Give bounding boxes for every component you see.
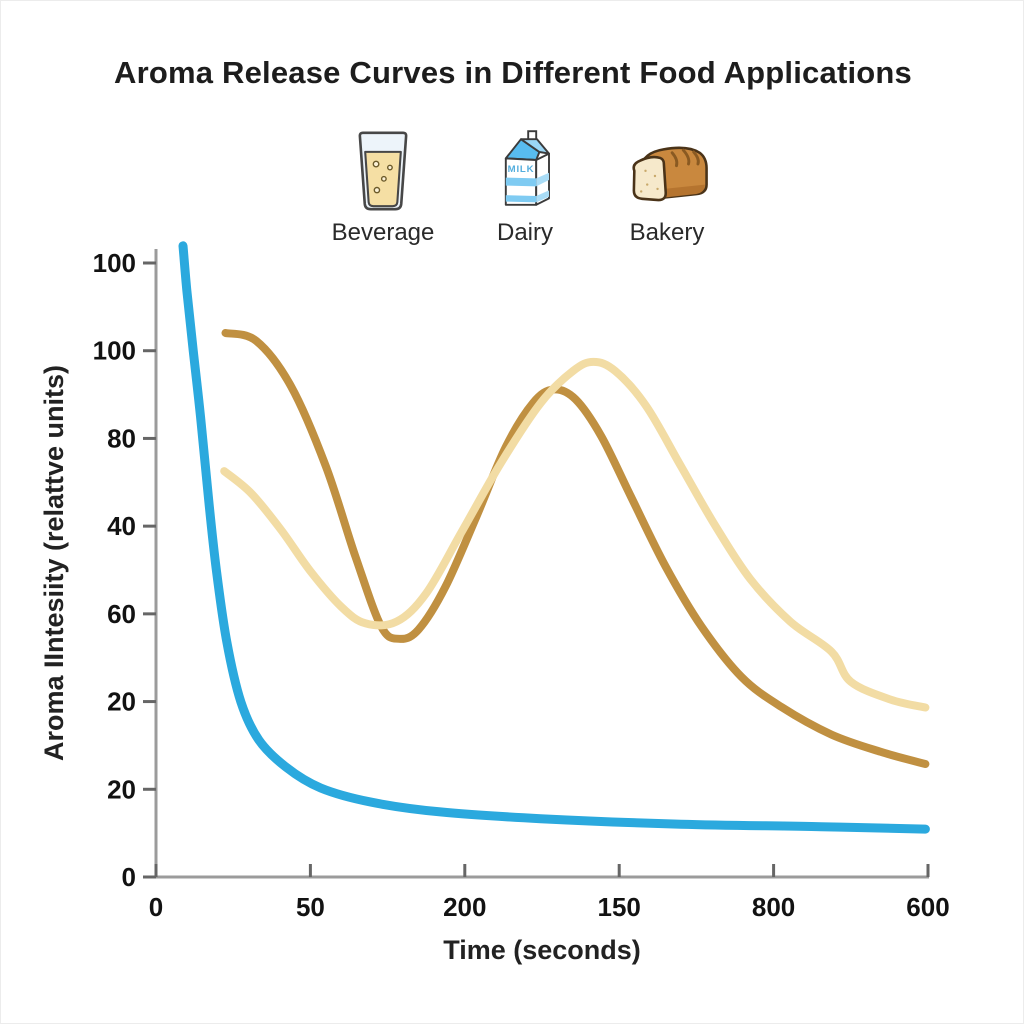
beverage-glass-icon	[350, 119, 416, 213]
legend-item-bakery: Bakery	[606, 119, 728, 247]
bread-loaf-icon	[624, 119, 710, 213]
beverage-curve	[178, 241, 930, 834]
legend-item-beverage: Beverage	[322, 119, 444, 247]
y-tick-label: 40	[107, 511, 136, 541]
legend-item-dairy: MILK Dairy	[464, 119, 586, 247]
y-tick-label: 100	[93, 248, 136, 278]
y-tick-label: 20	[107, 687, 136, 717]
y-tick-label: 60	[107, 599, 136, 629]
legend: Beverage MILK Dairy	[13, 119, 1024, 247]
page-title: Aroma Release Curves in Different Food A…	[114, 55, 912, 90]
y-axis-title: Aroma IIntesiity (relattve units)	[39, 365, 69, 761]
y-tick-label: 80	[107, 423, 136, 453]
x-tick-label: 50	[296, 892, 325, 922]
bakery-curve	[220, 357, 930, 712]
x-tick-label: 200	[443, 892, 486, 922]
x-tick-label: 150	[598, 892, 641, 922]
legend-label-beverage: Beverage	[331, 219, 435, 246]
x-tick-label: 800	[752, 892, 795, 922]
milk-carton-icon: MILK	[493, 119, 557, 213]
legend-label-bakery: Bakery	[629, 219, 705, 246]
legend-label-dairy: Dairy	[496, 219, 553, 246]
x-tick-label: 0	[149, 892, 163, 922]
y-tick-label: 20	[107, 774, 136, 804]
y-tick-label: 100	[93, 336, 136, 366]
y-tick-label: 0	[122, 862, 136, 892]
x-axis-title: Time (seconds)	[443, 935, 641, 965]
dairy-curve	[221, 329, 930, 768]
milk-carton-text: MILK	[508, 164, 535, 175]
x-tick-label: 600	[906, 892, 949, 922]
